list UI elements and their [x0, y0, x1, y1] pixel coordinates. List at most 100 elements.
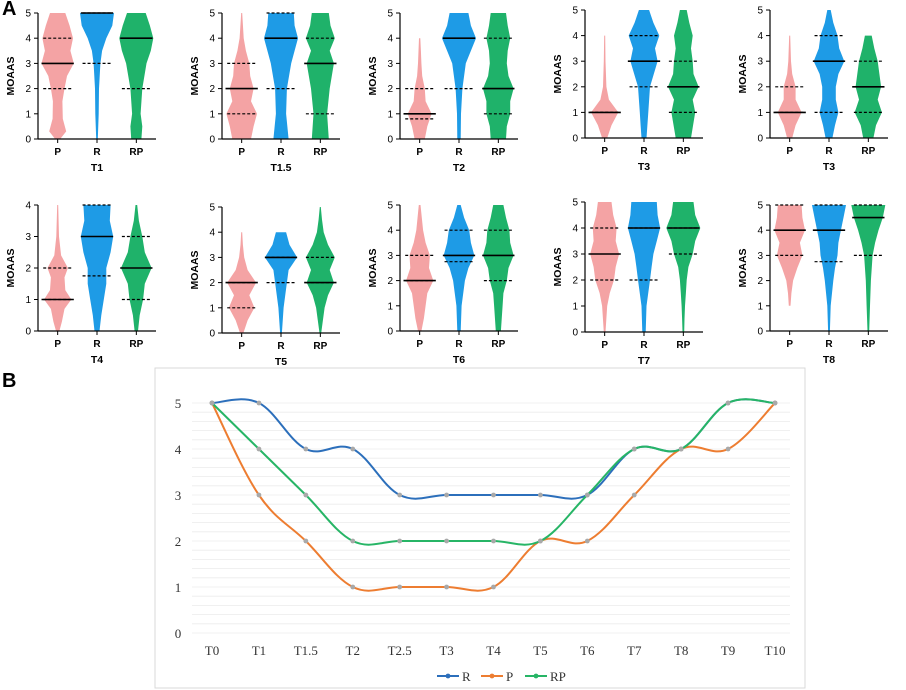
y-tick-label: 0 — [757, 134, 763, 145]
x-tick-label: R — [93, 339, 101, 350]
legend-label-P: P — [506, 669, 513, 684]
violin-R — [264, 13, 298, 139]
series-point-P — [631, 492, 637, 498]
series-point-RP — [491, 538, 496, 544]
y-tick-label: 3 — [572, 250, 578, 261]
x-tick-label: R — [825, 339, 833, 350]
line-chart-frame — [154, 367, 806, 689]
y-tick-label: 1 — [25, 109, 31, 120]
series-point-RP — [631, 446, 637, 452]
x-tick-label: P — [601, 340, 608, 351]
y-tick-label: 3 — [25, 59, 31, 70]
series-point-P — [584, 538, 590, 544]
y-tick-label: 5 — [387, 9, 393, 20]
y-tick-label: 5 — [209, 203, 215, 214]
y-axis-label: MOAAS — [189, 56, 201, 95]
series-point-RP — [584, 492, 590, 498]
x-tick-label: RP — [129, 339, 143, 350]
y-tick-label: 0 — [757, 327, 763, 338]
legend-label-RP: RP — [550, 669, 566, 684]
violin-RP — [851, 205, 886, 331]
series-point-RP — [725, 400, 731, 406]
x-tick-label: R — [93, 147, 101, 158]
y-tick-label: 2 — [387, 84, 393, 95]
y-tick-label: 0 — [387, 327, 393, 338]
legend-marker-R — [445, 673, 451, 679]
series-point-R — [303, 446, 309, 452]
chart-title: T3 — [638, 161, 650, 173]
x-tick-label: RP — [313, 341, 327, 352]
y-tick-label: 3 — [757, 57, 763, 68]
violin-RP — [119, 13, 154, 139]
violin-RP — [668, 10, 699, 138]
series-point-P — [256, 492, 262, 498]
y-tick-label: 0 — [572, 328, 578, 339]
y-axis-label: MOAAS — [737, 248, 749, 287]
y-tick-label: 1 — [572, 108, 578, 119]
series-point-R — [538, 492, 543, 498]
y-tick-label: 1 — [757, 301, 763, 312]
violin-chart-6: 0 1 2 3 4 P R RP T4 MOAAS — [5, 201, 156, 366]
y-tick-label: 4 — [572, 224, 578, 235]
x-tick-label: P — [416, 339, 423, 350]
y-tick-label: 3 — [387, 59, 393, 70]
x-tick-label: T2 — [346, 643, 360, 658]
series-point-R — [397, 492, 403, 498]
y-tick-label: 0 — [175, 626, 182, 641]
y-tick-label: 2 — [25, 264, 31, 275]
panel-label-a: A — [2, 0, 17, 20]
violin-R — [628, 10, 660, 138]
chart-title: T8 — [823, 354, 835, 366]
series-point-RP — [678, 446, 684, 452]
y-tick-label: 2 — [387, 276, 393, 287]
y-tick-label: 5 — [757, 6, 763, 17]
y-tick-label: 5 — [572, 198, 578, 209]
y-axis-label: MOAAS — [737, 54, 749, 93]
series-point-P — [350, 584, 356, 590]
y-tick-label: 3 — [757, 251, 763, 262]
violin-chart-8: 0 1 2 3 4 5 P R RP T6 MOAAS — [367, 201, 518, 366]
series-point-P — [725, 446, 731, 452]
series-point-RP — [772, 400, 778, 406]
y-tick-label: 4 — [757, 31, 763, 42]
series-point-P — [397, 584, 403, 590]
y-tick-label: 2 — [757, 82, 763, 93]
x-tick-label: P — [601, 146, 608, 157]
x-tick-label: R — [640, 146, 648, 157]
violin-RP — [483, 205, 514, 331]
x-tick-label: R — [455, 339, 463, 350]
legend-label-R: R — [462, 669, 471, 684]
series-point-R — [256, 400, 262, 406]
y-tick-label: 2 — [209, 278, 215, 289]
series-point-RP — [397, 538, 403, 544]
y-tick-label: 3 — [572, 57, 578, 68]
y-tick-label: 1 — [209, 303, 215, 314]
x-tick-label: P — [238, 147, 245, 158]
y-tick-label: 5 — [209, 9, 215, 20]
violin-chart-2: 0 1 2 3 4 5 P R RP T1.5 MOAAS — [189, 9, 340, 174]
x-tick-label: T5 — [533, 643, 547, 658]
y-tick-label: 3 — [209, 59, 215, 70]
violin-RP — [305, 13, 335, 139]
series-point-RP — [209, 400, 215, 406]
x-tick-label: T1.5 — [294, 643, 318, 658]
chart-title: T6 — [453, 354, 465, 366]
violin-RP — [483, 13, 514, 139]
y-tick-label: 1 — [757, 108, 763, 119]
series-point-R — [491, 492, 496, 498]
series-point-R — [444, 492, 449, 498]
x-tick-label: RP — [313, 147, 327, 158]
violin-P — [41, 13, 74, 139]
violin-P — [44, 205, 72, 331]
x-tick-label: P — [54, 147, 61, 158]
y-tick-label: 5 — [387, 201, 393, 212]
violin-R — [442, 13, 476, 139]
series-point-RP — [444, 538, 449, 544]
y-tick-label: 2 — [757, 276, 763, 287]
chart-title: T1 — [91, 162, 103, 174]
y-tick-label: 4 — [25, 201, 31, 212]
x-tick-label: RP — [676, 146, 690, 157]
violin-R — [813, 10, 845, 138]
